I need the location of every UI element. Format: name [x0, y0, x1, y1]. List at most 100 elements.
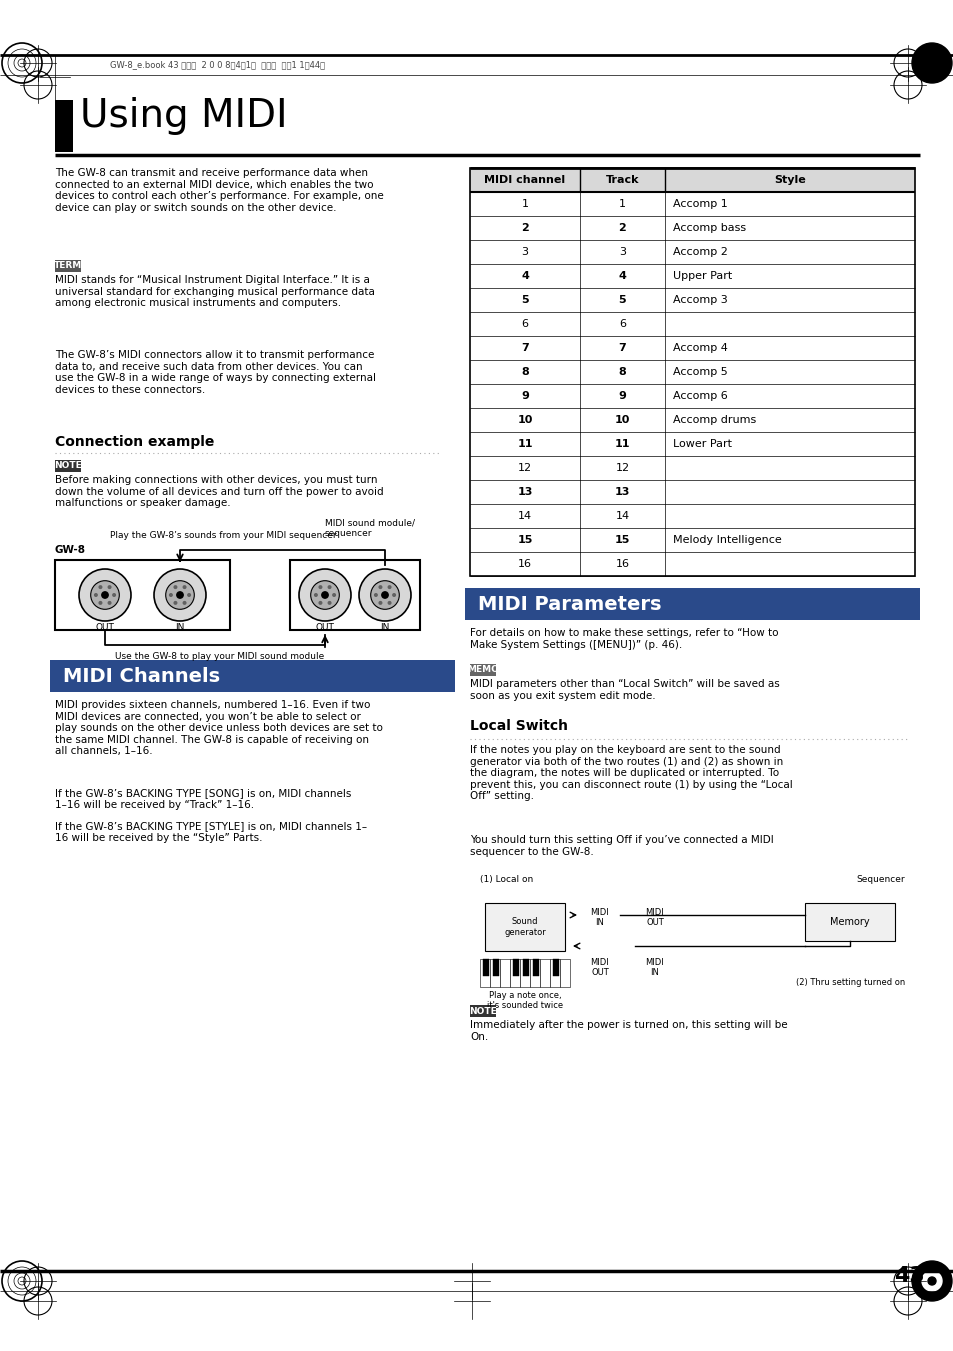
Circle shape: [358, 569, 411, 621]
Text: 9: 9: [520, 390, 528, 401]
Text: Accomp 5: Accomp 5: [672, 367, 727, 377]
Text: If the GW-8’s BACKING TYPE [SONG] is on, MIDI channels
1–16 will be received by : If the GW-8’s BACKING TYPE [SONG] is on,…: [55, 788, 351, 809]
Text: Accomp 3: Accomp 3: [672, 295, 727, 305]
Text: Play the GW-8’s sounds from your MIDI sequencer: Play the GW-8’s sounds from your MIDI se…: [110, 531, 336, 540]
Text: MEMO: MEMO: [467, 666, 498, 674]
Circle shape: [112, 593, 116, 597]
Text: 6: 6: [618, 319, 625, 330]
Text: Accomp drums: Accomp drums: [672, 415, 756, 426]
Text: 2: 2: [520, 223, 528, 232]
Text: 10: 10: [614, 415, 630, 426]
Bar: [510, 959, 519, 988]
Bar: [55, 100, 73, 153]
Circle shape: [182, 601, 187, 605]
Bar: [464, 588, 919, 620]
Circle shape: [108, 601, 112, 605]
Bar: [804, 902, 894, 942]
Circle shape: [173, 585, 177, 589]
Text: Track: Track: [605, 176, 639, 185]
Text: OUT: OUT: [315, 623, 335, 632]
Text: 3: 3: [521, 247, 528, 257]
Circle shape: [182, 585, 187, 589]
Bar: [522, 959, 529, 975]
Circle shape: [314, 593, 317, 597]
Text: 43: 43: [893, 1266, 923, 1286]
Bar: [530, 959, 539, 988]
Circle shape: [911, 1260, 951, 1301]
Bar: [519, 959, 530, 988]
Text: MIDI channel: MIDI channel: [484, 176, 565, 185]
Text: Lower Part: Lower Part: [672, 439, 731, 449]
Circle shape: [911, 43, 951, 82]
Text: Connection example: Connection example: [55, 435, 214, 449]
Bar: [499, 959, 510, 988]
Bar: [290, 561, 419, 630]
Text: 15: 15: [517, 535, 532, 544]
Text: MIDI sound module/
sequencer: MIDI sound module/ sequencer: [325, 519, 415, 538]
Text: 12: 12: [517, 463, 532, 473]
Bar: [55, 259, 81, 272]
Text: If the notes you play on the keyboard are sent to the sound
generator via both o: If the notes you play on the keyboard ar…: [470, 744, 792, 801]
Bar: [50, 661, 455, 692]
Text: IN: IN: [175, 623, 185, 632]
Text: Immediately after the power is turned on, this setting will be
On.: Immediately after the power is turned on…: [470, 1020, 787, 1042]
Bar: [470, 663, 496, 676]
Circle shape: [332, 593, 335, 597]
Text: GW-8: GW-8: [55, 544, 86, 555]
Circle shape: [327, 601, 332, 605]
Text: 14: 14: [517, 511, 532, 521]
Text: The GW-8 can transmit and receive performance data when
connected to an external: The GW-8 can transmit and receive perfor…: [55, 168, 383, 213]
Text: 11: 11: [614, 439, 630, 449]
Text: GW-8_e.book 43 ページ  2 0 0 8年4月1日  火曜日  午前1 1時44分: GW-8_e.book 43 ページ 2 0 0 8年4月1日 火曜日 午前1 …: [110, 61, 325, 69]
Bar: [470, 168, 914, 192]
Bar: [479, 959, 490, 988]
Circle shape: [321, 592, 329, 598]
Text: 13: 13: [614, 486, 630, 497]
Bar: [550, 959, 559, 988]
Text: MIDI
IN: MIDI IN: [590, 908, 609, 927]
Text: 7: 7: [520, 343, 528, 353]
Text: TERM: TERM: [54, 262, 82, 270]
Circle shape: [176, 592, 184, 598]
Text: 4: 4: [520, 272, 528, 281]
Bar: [55, 459, 81, 471]
Text: 7: 7: [618, 343, 626, 353]
Bar: [55, 561, 230, 630]
Text: 9: 9: [618, 390, 626, 401]
Text: Using MIDI: Using MIDI: [80, 97, 287, 135]
Bar: [493, 959, 498, 975]
Circle shape: [318, 601, 322, 605]
Circle shape: [173, 601, 177, 605]
Bar: [484, 902, 564, 951]
Bar: [470, 168, 914, 576]
Text: You should turn this setting Off if you’ve connected a MIDI
sequencer to the GW-: You should turn this setting Off if you’…: [470, 835, 773, 857]
Circle shape: [98, 585, 102, 589]
Circle shape: [108, 585, 112, 589]
Circle shape: [166, 581, 194, 609]
Text: 8: 8: [520, 367, 528, 377]
Circle shape: [380, 592, 389, 598]
Bar: [533, 959, 538, 975]
Text: 2: 2: [618, 223, 626, 232]
Text: MIDI provides sixteen channels, numbered 1–16. Even if two
MIDI devices are conn: MIDI provides sixteen channels, numbered…: [55, 700, 382, 757]
Circle shape: [153, 569, 206, 621]
Text: MIDI parameters other than “Local Switch” will be saved as
soon as you exit syst: MIDI parameters other than “Local Switch…: [470, 680, 779, 701]
Text: OUT: OUT: [95, 623, 114, 632]
Text: IN: IN: [380, 623, 389, 632]
Text: For details on how to make these settings, refer to “How to
Make System Settings: For details on how to make these setting…: [470, 628, 778, 650]
Circle shape: [318, 585, 322, 589]
Text: 6: 6: [521, 319, 528, 330]
Circle shape: [921, 1271, 941, 1292]
Bar: [490, 959, 499, 988]
Bar: [482, 959, 489, 975]
Text: The GW-8’s MIDI connectors allow it to transmit performance
data to, and receive: The GW-8’s MIDI connectors allow it to t…: [55, 350, 375, 394]
Bar: [470, 1005, 496, 1017]
Text: 15: 15: [614, 535, 630, 544]
Text: NOTE: NOTE: [469, 1006, 497, 1016]
Circle shape: [327, 585, 332, 589]
Text: Accomp 1: Accomp 1: [672, 199, 727, 209]
Circle shape: [387, 585, 391, 589]
Text: 5: 5: [520, 295, 528, 305]
Text: Memory: Memory: [829, 917, 869, 927]
Text: (2) Thru setting turned on: (2) Thru setting turned on: [795, 978, 904, 988]
